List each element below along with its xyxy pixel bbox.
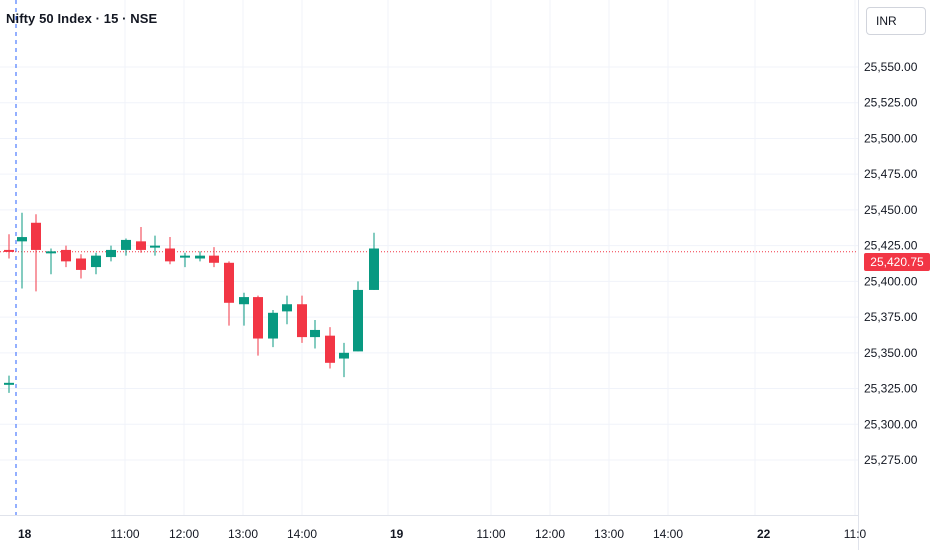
candle-body <box>136 241 146 250</box>
y-tick-label: 25,450.00 <box>864 203 918 217</box>
x-tick-label: 22 <box>757 527 771 541</box>
candle-body <box>353 289 363 352</box>
candle-body <box>209 255 219 263</box>
candle[interactable] <box>31 214 41 292</box>
candle-body <box>297 304 307 338</box>
candle[interactable] <box>61 245 71 268</box>
candle-body <box>282 304 292 312</box>
candle-body <box>195 255 205 259</box>
candle[interactable] <box>4 375 14 393</box>
candle-body <box>180 255 190 258</box>
candle-body <box>31 222 41 250</box>
candle-body <box>239 297 249 305</box>
candle-body <box>165 248 175 262</box>
candle-body <box>46 251 56 254</box>
x-tick-label: 19 <box>390 527 404 541</box>
y-tick-label: 25,325.00 <box>864 382 918 396</box>
y-tick-label: 25,375.00 <box>864 310 918 324</box>
candle[interactable] <box>353 281 363 352</box>
candle-body <box>17 237 27 242</box>
candle[interactable] <box>4 234 14 259</box>
candle[interactable] <box>339 342 349 378</box>
y-tick-label: 25,400.00 <box>864 274 918 288</box>
y-tick-label: 25,350.00 <box>864 346 918 360</box>
candle[interactable] <box>195 251 205 262</box>
candle[interactable] <box>369 232 379 290</box>
candle[interactable] <box>17 212 27 289</box>
candle-body <box>106 249 116 258</box>
y-tick-label: 25,425.00 <box>864 239 918 253</box>
candle[interactable] <box>91 252 101 275</box>
candle-body <box>150 245 160 248</box>
candle-body <box>339 352 349 359</box>
candle[interactable] <box>121 238 131 256</box>
candle[interactable] <box>239 292 249 326</box>
candle[interactable] <box>180 252 190 268</box>
candle-body <box>325 335 335 363</box>
candle-body <box>4 249 14 252</box>
x-tick-label: 11:0 <box>844 527 867 541</box>
candle[interactable] <box>46 248 56 275</box>
currency-button[interactable]: INR <box>866 7 926 35</box>
candle[interactable] <box>165 237 175 265</box>
y-tick-label: 25,475.00 <box>864 167 918 181</box>
candle[interactable] <box>282 295 292 325</box>
x-tick-label: 14:00 <box>287 527 317 541</box>
y-tick-label: 25,300.00 <box>864 417 918 431</box>
candle-body <box>268 312 278 339</box>
candle[interactable] <box>106 245 116 262</box>
y-tick-label: 25,525.00 <box>864 96 918 110</box>
x-tick-label: 11:00 <box>110 527 139 541</box>
candle[interactable] <box>297 295 307 343</box>
candle-body <box>224 262 234 303</box>
candle[interactable] <box>136 227 146 253</box>
candle-body <box>121 239 131 250</box>
x-tick-label: 18 <box>18 527 32 541</box>
x-tick-label: 12:00 <box>169 527 199 541</box>
y-tick-label: 25,500.00 <box>864 131 918 145</box>
candle[interactable] <box>325 327 335 369</box>
y-tick-label: 25,275.00 <box>864 453 918 467</box>
candle-body <box>369 248 379 290</box>
candle-body <box>4 382 14 385</box>
y-tick-label: 25,550.00 <box>864 60 918 74</box>
candle[interactable] <box>209 247 219 268</box>
chart-title: Nifty 50 Index · 15 · NSE <box>6 11 158 26</box>
candle-body <box>91 255 101 268</box>
candle[interactable] <box>253 295 263 356</box>
last-price-label: 25,420.75 <box>864 253 930 271</box>
candle-body <box>61 249 71 262</box>
candle-body <box>76 258 86 270</box>
x-tick-label: 12:00 <box>535 527 565 541</box>
candle[interactable] <box>268 309 278 348</box>
x-tick-label: 11:00 <box>476 527 505 541</box>
x-tick-label: 13:00 <box>228 527 258 541</box>
candle[interactable] <box>150 235 160 256</box>
candle-body <box>253 297 263 339</box>
candle[interactable] <box>224 261 234 326</box>
candle-body <box>310 329 320 338</box>
candle[interactable] <box>310 319 320 349</box>
x-tick-label: 13:00 <box>594 527 624 541</box>
x-tick-label: 14:00 <box>653 527 683 541</box>
candle[interactable] <box>76 254 86 279</box>
